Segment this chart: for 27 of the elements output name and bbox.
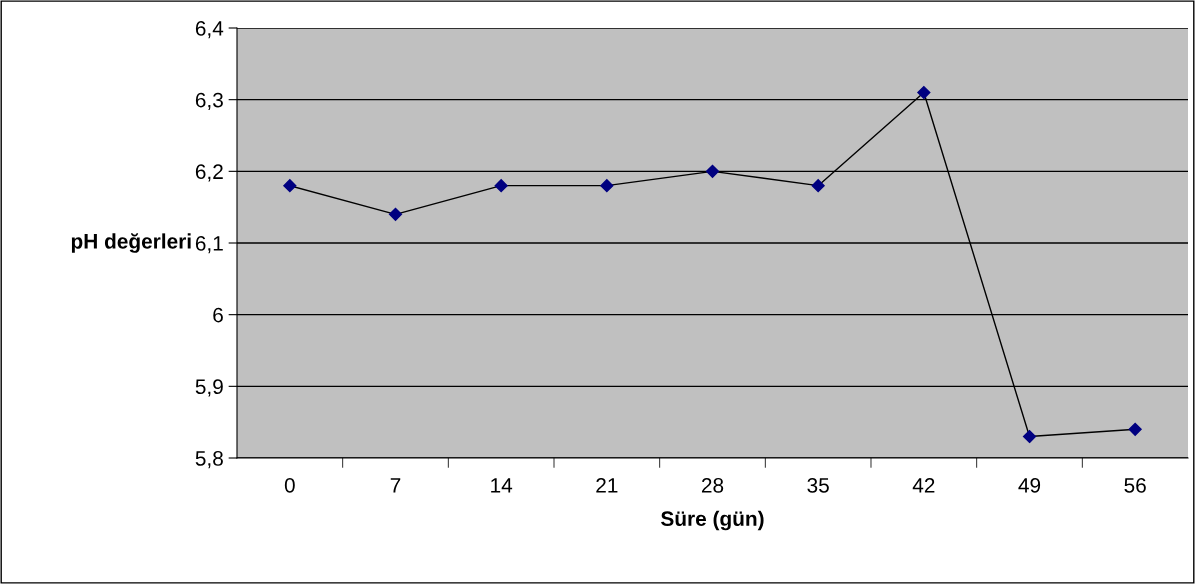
x-tick-label: 42 xyxy=(912,477,935,493)
x-tick-label: 35 xyxy=(807,477,829,493)
point xyxy=(494,179,508,193)
x-tick-label: 56 xyxy=(1124,477,1146,493)
point xyxy=(1022,429,1037,444)
point xyxy=(600,179,614,193)
y-tick-label: 5,8 xyxy=(195,451,223,469)
point xyxy=(388,207,403,221)
y-tick-label: 5,9 xyxy=(195,379,223,397)
x-tick-label: 14 xyxy=(491,478,513,493)
point xyxy=(1128,422,1142,436)
point xyxy=(811,179,825,193)
y-tick-label: 6,1 xyxy=(195,236,223,254)
point xyxy=(705,164,720,178)
y-tick-label: 6,3 xyxy=(195,92,223,110)
y-tick-label: 6 xyxy=(213,307,223,323)
x-tick-label: 21 xyxy=(596,477,618,493)
point xyxy=(283,179,297,193)
y-tick-label: 6,4 xyxy=(195,21,224,39)
x-axis-title: Süre (gün) xyxy=(661,510,764,531)
x-tick-label: 49 xyxy=(1018,477,1041,493)
point xyxy=(917,85,931,100)
x-tick-label: 28 xyxy=(701,477,724,493)
y-tick-label: 6,2 xyxy=(195,164,223,182)
x-tick-label: 0 xyxy=(284,477,295,493)
x-tick-label: 7 xyxy=(390,478,401,493)
y-axis-title: pH değerleri xyxy=(71,233,191,253)
